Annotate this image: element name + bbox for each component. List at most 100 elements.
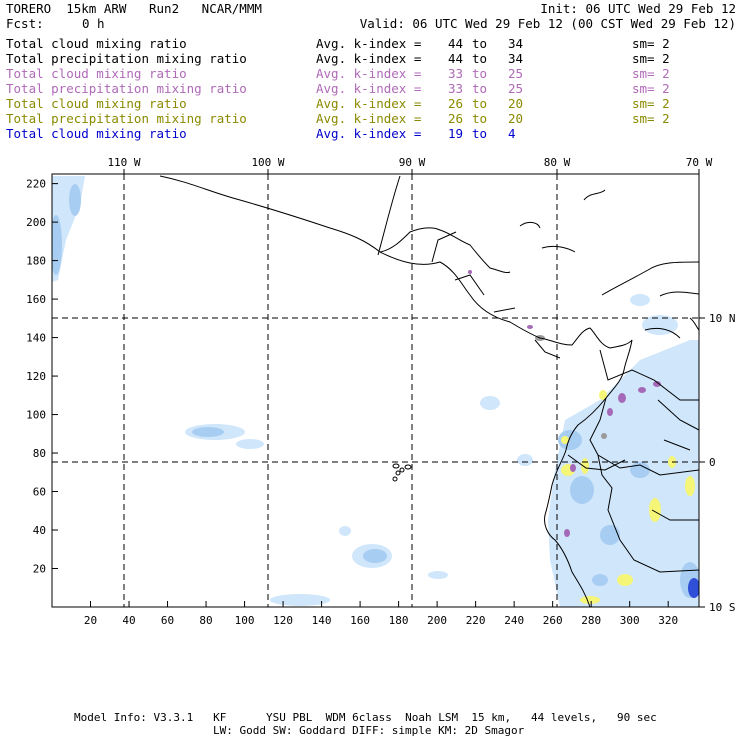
- y-tick-label: 180: [26, 255, 46, 268]
- physics-info: LW: Godd SW: Goddard DIFF: simple KM: 2D…: [213, 724, 525, 737]
- legend-smoothing: sm= 2: [632, 81, 670, 96]
- legend-kindex-label: Avg. k-index =: [316, 111, 422, 126]
- model-info: Model Info: V3.3.1 KF YSU PBL WDM 6class…: [74, 711, 657, 724]
- legend-variable: Total precipitation mixing ratio: [6, 111, 247, 126]
- y-tick-label: 140: [26, 332, 46, 345]
- x-axis: 20 40 60 80 100 120 140 160 180 200 220 240 260 280 30…: [84, 601, 678, 627]
- galapagos-islands: [392, 463, 412, 482]
- legend-variable: Total cloud mixing ratio: [6, 36, 187, 51]
- latitude-label: 10 N: [709, 312, 736, 325]
- y-tick-label: 100: [26, 409, 46, 422]
- init-time: Init: 06 UTC Wed 29 Feb 12: [540, 1, 736, 16]
- legend-smoothing: sm= 2: [632, 51, 670, 66]
- legend-row: Total precipitation mixing ratio Avg. k-i…: [6, 81, 736, 96]
- y-tick-label: 220: [26, 178, 46, 191]
- x-tick-label: 220: [466, 614, 486, 627]
- latitude-labels: 10 N 0 10 S: [699, 312, 736, 614]
- legend-kindex-to: 25: [508, 66, 524, 81]
- x-tick-label: 140: [312, 614, 332, 627]
- legend-variable: Total cloud mixing ratio: [6, 66, 187, 81]
- legend-kindex-label: Avg. k-index =: [316, 36, 422, 51]
- precipitation-field: [52, 176, 699, 607]
- legend-kindex-to-word: to: [472, 66, 488, 81]
- legend-smoothing: sm= 2: [632, 36, 670, 51]
- legend-smoothing: sm= 2: [632, 96, 670, 111]
- plot-frame: [51, 173, 700, 608]
- legend-kindex-from: 26: [448, 96, 464, 111]
- x-tick-label: 40: [122, 614, 135, 627]
- legend-kindex-label: Avg. k-index =: [316, 96, 422, 111]
- legend-kindex-to-word: to: [472, 111, 488, 126]
- legend-kindex-to-word: to: [472, 126, 488, 141]
- legend-kindex-to: 20: [508, 111, 524, 126]
- model-title: TORERO 15km ARW Run2 NCAR/MMM: [6, 1, 262, 16]
- x-tick-label: 260: [543, 614, 563, 627]
- legend-kindex-to-word: to: [472, 51, 488, 66]
- x-tick-label: 120: [273, 614, 293, 627]
- legend-kindex-label: Avg. k-index =: [316, 126, 422, 141]
- strong-cloud-cell: [688, 578, 699, 598]
- longitude-label: 90 W: [399, 156, 426, 169]
- legend-variable: Total cloud mixing ratio: [6, 96, 187, 111]
- y-tick-label: 20: [33, 563, 46, 576]
- mid-cloud-areas: [52, 184, 699, 598]
- legend-kindex-to-word: to: [472, 96, 488, 111]
- longitude-label: 100 W: [251, 156, 284, 169]
- x-tick-label: 300: [620, 614, 640, 627]
- x-tick-label: 280: [581, 614, 601, 627]
- legend-kindex-label: Avg. k-index =: [316, 51, 422, 66]
- longitude-labels: 110 W 100 W 90 W 80 W 70 W: [107, 156, 713, 174]
- legend-variable: Total cloud mixing ratio: [6, 126, 187, 141]
- legend-row: Total cloud mixing ratio Avg. k-index = 33…: [6, 66, 736, 81]
- legend-kindex-to: 34: [508, 51, 524, 66]
- legend-kindex-to: 4: [508, 126, 516, 141]
- legend-kindex-from: 33: [448, 66, 464, 81]
- legend-row: Total cloud mixing ratio Avg. k-index = 19…: [6, 126, 736, 141]
- legend-row: Total precipitation mixing ratio Avg. k-i…: [6, 51, 736, 66]
- legend-kindex-to: 34: [508, 36, 524, 51]
- y-tick-label: 120: [26, 370, 46, 383]
- legend-kindex-to-word: to: [472, 81, 488, 96]
- forecast-label: Fcst:: [6, 16, 44, 31]
- forecast-hour: 0 h: [82, 16, 105, 31]
- valid-time: Valid: 06 UTC Wed 29 Feb 12 (00 CST Wed …: [359, 16, 736, 31]
- legend-variable: Total precipitation mixing ratio: [6, 51, 247, 66]
- x-tick-label: 180: [389, 614, 409, 627]
- latitude-label: 10 S: [709, 601, 736, 614]
- legend-kindex-to-word: to: [472, 36, 488, 51]
- legend-kindex-label: Avg. k-index =: [316, 66, 422, 81]
- x-tick-label: 160: [350, 614, 370, 627]
- x-tick-label: 80: [199, 614, 212, 627]
- x-tick-label: 60: [161, 614, 174, 627]
- legend-row: Total cloud mixing ratio Avg. k-index = 44…: [6, 36, 736, 51]
- x-tick-label: 100: [235, 614, 255, 627]
- y-tick-label: 80: [33, 447, 46, 460]
- y-tick-label: 200: [26, 216, 46, 229]
- y-axis: 220 200 180 160 140 120 100 80 60 40 20: [26, 178, 58, 576]
- latitude-label: 0: [709, 456, 716, 469]
- legend-smoothing: sm= 2: [632, 111, 670, 126]
- longitude-label: 70 W: [686, 156, 713, 169]
- y-tick-label: 60: [33, 486, 46, 499]
- x-tick-label: 240: [504, 614, 524, 627]
- x-tick-label: 320: [658, 614, 678, 627]
- legend-smoothing: sm= 2: [632, 66, 670, 81]
- legend-kindex-from: 26: [448, 111, 464, 126]
- legend-row: Total cloud mixing ratio Avg. k-index = 26…: [6, 96, 736, 111]
- legend-row: Total precipitation mixing ratio Avg. k-i…: [6, 111, 736, 126]
- legend-kindex-label: Avg. k-index =: [316, 81, 422, 96]
- legend-kindex-from: 44: [448, 51, 464, 66]
- y-tick-label: 40: [33, 524, 46, 537]
- legend-kindex-to: 20: [508, 96, 524, 111]
- x-tick-label: 200: [427, 614, 447, 627]
- high-k-index-areas: [468, 270, 661, 537]
- graticule: [52, 174, 699, 607]
- legend-kindex-from: 19: [448, 126, 464, 141]
- y-tick-label: 160: [26, 293, 46, 306]
- x-tick-label: 20: [84, 614, 97, 627]
- legend-variable: Total precipitation mixing ratio: [6, 81, 247, 96]
- longitude-label: 110 W: [107, 156, 140, 169]
- longitude-label: 80 W: [544, 156, 571, 169]
- legend-kindex-to: 25: [508, 81, 524, 96]
